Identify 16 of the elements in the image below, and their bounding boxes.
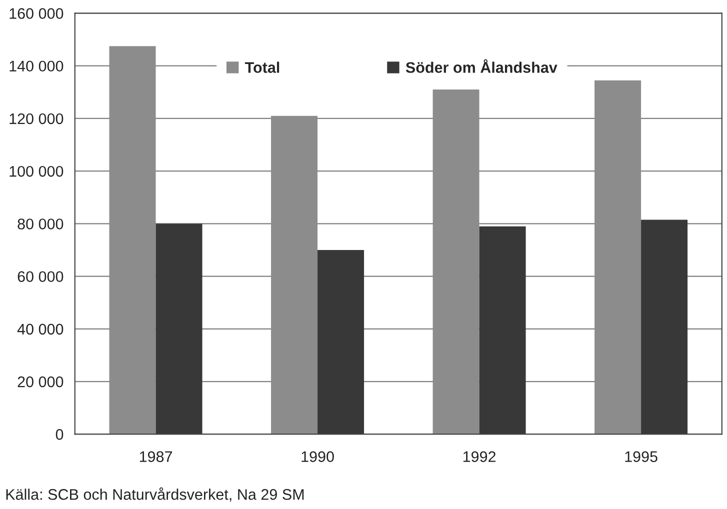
y-tick-label: 160 000	[10, 8, 64, 19]
y-tick-label: 20 000	[18, 376, 64, 388]
y-tick-label: 40 000	[17, 324, 64, 335]
text: Källa: SCB och Naturvårdsverket, Na 29 SM	[6, 487, 304, 502]
y-tick-label: 140 000	[10, 60, 64, 72]
x-tick-label: 1990	[302, 451, 334, 462]
y-tick-label: 60 000	[18, 271, 64, 282]
legend-label: Söder om Ålandshav	[406, 59, 558, 73]
y-tick-label: 100 000	[10, 166, 64, 177]
x-tick-label: 1992	[463, 451, 496, 462]
y-tick-label: 0	[56, 429, 64, 440]
y-tick-label: 120 000	[10, 113, 64, 124]
x-tick-label: 1995	[625, 451, 658, 462]
legend-label: Total	[244, 62, 280, 73]
x-tick-label: 1987	[140, 451, 172, 462]
y-tick-label: 80 000	[18, 218, 64, 230]
